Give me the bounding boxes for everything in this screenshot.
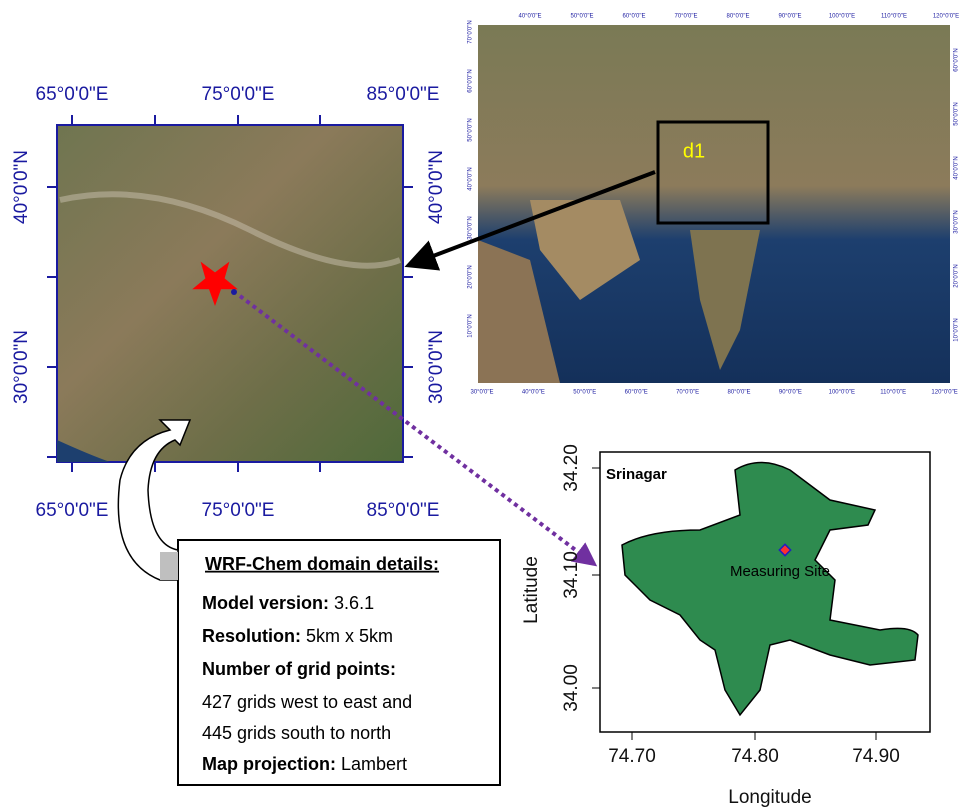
site-label: Measuring Site <box>730 563 830 580</box>
bottom-label: 40°0'0"E <box>522 390 545 396</box>
top-label: 100°0'0"E <box>829 14 855 20</box>
africa <box>478 240 560 383</box>
left-label: 30°0'0"N <box>468 216 474 239</box>
bottom-label: 65°0'0"E <box>36 500 109 521</box>
details-heading: WRF-Chem domain details: <box>205 554 439 574</box>
top-label: 70°0'0"E <box>674 14 697 20</box>
bottom-label: 75°0'0"E <box>202 500 275 521</box>
right-label: 50°0'0"N <box>954 102 960 125</box>
srinagar-shape <box>621 461 919 717</box>
right-label: 60°0'0"N <box>954 48 960 71</box>
top-label: 120°0'0"E <box>933 14 959 20</box>
right-label: 40°0'0"N <box>954 156 960 179</box>
domain-box <box>656 120 770 225</box>
top-label: 40°0'0"E <box>518 14 541 20</box>
bottom-label: 60°0'0"E <box>625 390 648 396</box>
x-tick-label: 74.80 <box>731 746 779 767</box>
sea <box>57 440 110 462</box>
detail-label: Resolution: <box>202 626 301 646</box>
y-axis-label: Latitude <box>521 556 542 624</box>
left-label: 50°0'0"N <box>468 118 474 141</box>
main-map <box>56 124 404 463</box>
left-label: 40°0'0"N <box>468 167 474 190</box>
y-tick-label: 34.10 <box>561 551 582 599</box>
x-tick-label: 74.90 <box>852 746 900 767</box>
right-label: 30°0'0"N <box>954 210 960 233</box>
arabia <box>530 200 640 300</box>
left-label: 70°0'0"N <box>468 20 474 43</box>
left-label: 20°0'0"N <box>468 265 474 288</box>
detail-label: Model version: <box>202 593 329 613</box>
site-dot <box>231 289 237 295</box>
right-label: 40°0'0"N <box>426 150 447 224</box>
domain-arrow <box>404 170 656 271</box>
x-tick-label: 74.70 <box>608 746 656 767</box>
top-label: 85°0'0"E <box>367 84 440 105</box>
y-tick-label: 34.00 <box>561 664 582 712</box>
top-label: 60°0'0"E <box>622 14 645 20</box>
top-label: 50°0'0"E <box>570 14 593 20</box>
top-label: 75°0'0"E <box>202 84 275 105</box>
bottom-label: 110°0'0"E <box>880 390 906 396</box>
detail-value: Lambert <box>341 754 407 774</box>
detail-label: Map projection: <box>202 754 336 774</box>
left-label: 30°0'0"N <box>11 330 32 404</box>
bottom-label: 30°0'0"E <box>470 390 493 396</box>
x-axis-label: Longitude <box>728 787 811 808</box>
right-label: 10°0'0"N <box>954 318 960 341</box>
details-box <box>177 539 501 786</box>
mountain-band <box>59 191 402 269</box>
detail-text: 445 grids south to north <box>202 723 391 743</box>
detail-value: 3.6.1 <box>334 593 374 613</box>
star-marker <box>192 261 238 306</box>
top-label: 90°0'0"E <box>778 14 801 20</box>
domain-label: d1 <box>683 140 705 162</box>
left-label: 40°0'0"N <box>11 150 32 224</box>
bottom-label: 100°0'0"E <box>829 390 855 396</box>
detail-line: Map projection: Lambert <box>202 754 407 774</box>
detail-line: Model version: 3.6.1 <box>202 593 374 613</box>
top-label: 80°0'0"E <box>726 14 749 20</box>
left-label: 60°0'0"N <box>468 69 474 92</box>
bottom-label: 90°0'0"E <box>779 390 802 396</box>
top-label: 65°0'0"E <box>36 84 109 105</box>
bottom-label: 80°0'0"E <box>727 390 750 396</box>
top-label: 110°0'0"E <box>881 14 907 20</box>
right-label: 30°0'0"N <box>426 330 447 404</box>
bottom-label: 70°0'0"E <box>676 390 699 396</box>
site-title: Srinagar <box>606 466 667 483</box>
india <box>690 230 760 370</box>
y-tick-label: 34.20 <box>561 444 582 492</box>
detail-line: Number of grid points: <box>202 659 396 679</box>
bottom-label: 120°0'0"E <box>931 390 957 396</box>
detail-label: Number of grid points: <box>202 659 396 679</box>
detail-value: 5km x 5km <box>306 626 393 646</box>
detail-text: 427 grids west to east and <box>202 692 412 712</box>
bottom-label: 50°0'0"E <box>573 390 596 396</box>
site-marker <box>778 543 792 557</box>
detail-line: Resolution: 5km x 5km <box>202 626 393 646</box>
arrow-shadow <box>160 552 178 580</box>
right-label: 20°0'0"N <box>954 264 960 287</box>
site-arrow <box>238 294 598 567</box>
bottom-label: 85°0'0"E <box>367 500 440 521</box>
left-label: 10°0'0"N <box>468 314 474 337</box>
curved-arrow <box>117 419 192 581</box>
